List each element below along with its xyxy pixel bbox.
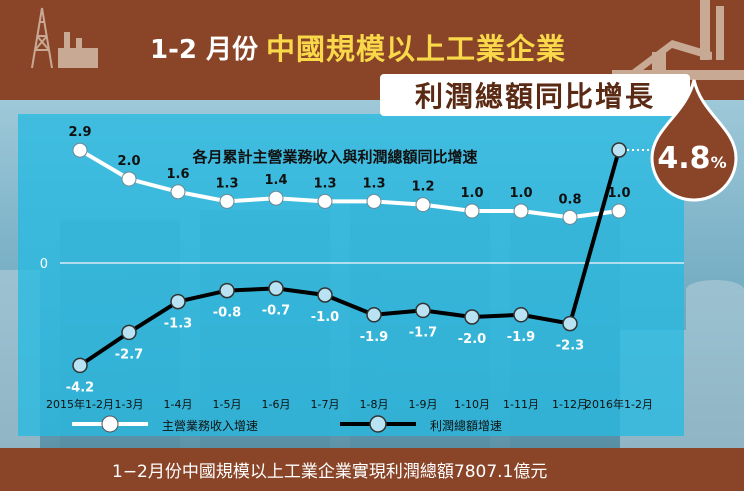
profit-point xyxy=(268,280,284,297)
revenue-data-label: 1.3 xyxy=(215,176,238,191)
profit-point xyxy=(611,142,627,158)
profit-point xyxy=(513,307,529,323)
x-tick-label: 1-8月 xyxy=(360,398,389,411)
highlight-drop: 4.8% xyxy=(650,79,738,202)
revenue-point xyxy=(170,184,186,200)
revenue-point xyxy=(317,193,333,209)
revenue-series: 2.9 2.0 1.6 1.3 1.4 1.3 1.3 1.2 1.0 1.0 0.8 1.0 xyxy=(68,125,631,225)
profit-point xyxy=(72,357,88,374)
revenue-point xyxy=(464,203,480,219)
revenue-data-label: 1.4 xyxy=(264,173,287,188)
x-tick-label: 1-12月 xyxy=(552,398,588,411)
x-tick-label: 1-6月 xyxy=(262,398,291,411)
profit-point xyxy=(219,282,235,299)
x-tick-label: 1-7月 xyxy=(311,398,340,411)
profit-data-label: -2.3 xyxy=(556,339,584,354)
x-tick-label: 1-10月 xyxy=(454,398,490,411)
svg-text:4.8%: 4.8% xyxy=(657,141,726,176)
legend-profit: 利潤總額增速 xyxy=(430,414,502,436)
profit-data-label: -0.7 xyxy=(262,303,290,318)
derrick-icon xyxy=(31,7,98,69)
revenue-data-label: 1.0 xyxy=(460,186,483,201)
profit-data-label: -1.9 xyxy=(507,330,535,345)
x-tick-label: 1-9月 xyxy=(409,398,438,411)
x-tick-label: 2016年1-2月 xyxy=(585,397,653,411)
profit-data-label: -1.3 xyxy=(164,317,192,332)
revenue-point xyxy=(366,193,382,209)
revenue-data-label: 1.0 xyxy=(509,186,532,201)
title-line-2: 利潤總額同比增長 xyxy=(380,74,690,116)
footer-caption: 1−2月份中國規模以上工業企業實現利潤總額7807.1億元 xyxy=(0,448,744,491)
profit-point xyxy=(121,324,137,341)
profit-data-label: -2.7 xyxy=(115,347,143,362)
highlight-value: 4.8 xyxy=(657,141,710,176)
profit-point xyxy=(415,302,431,319)
revenue-point xyxy=(415,197,431,213)
profit-data-label: -1.9 xyxy=(360,330,388,345)
revenue-point xyxy=(562,209,578,225)
revenue-line xyxy=(78,148,620,220)
footer-text: 1−2月份中國規模以上工業企業實現利潤總額7807.1億元 xyxy=(112,462,548,482)
revenue-point xyxy=(611,203,627,219)
revenue-point xyxy=(513,203,529,219)
revenue-data-label: 1.0 xyxy=(607,186,630,201)
x-tick-label: 1-4月 xyxy=(164,398,193,411)
profit-point xyxy=(170,293,186,310)
profit-line xyxy=(78,149,621,368)
legend-profit-label: 利潤總額增速 xyxy=(430,418,503,433)
zero-label: 0 xyxy=(40,257,48,272)
x-tick-label: 1-11月 xyxy=(503,398,539,411)
title-line-1: 1-2 月份 中國規模以上工業企業 xyxy=(150,28,566,66)
profit-point xyxy=(464,309,480,325)
title-prefix: 1-2 月份 xyxy=(150,34,259,65)
title-main: 中國規模以上工業企業 xyxy=(266,32,567,66)
legend-markers xyxy=(72,415,416,433)
revenue-data-label: 2.9 xyxy=(68,125,91,140)
revenue-point xyxy=(219,193,235,209)
profit-data-label: -1.0 xyxy=(311,310,339,325)
revenue-point xyxy=(72,142,88,158)
profit-point xyxy=(562,315,578,332)
x-tick-label: 1-5月 xyxy=(213,398,242,411)
revenue-data-label: 1.3 xyxy=(313,176,336,191)
chart-title: 各月累計主營業務收入與利潤總額同比增速 xyxy=(191,148,477,166)
profit-point xyxy=(317,287,333,303)
profit-series: -4.2 -2.7 -1.3 -0.8 -0.7 -1.0 -1.9 -1.7 -2.0 -1.9… xyxy=(66,142,650,395)
legend-revenue: 主營業務收入增速 xyxy=(162,414,258,436)
profit-data-label: -0.8 xyxy=(213,306,241,321)
revenue-point xyxy=(121,171,137,187)
revenue-data-label: 1.6 xyxy=(166,167,189,182)
profit-point xyxy=(366,307,382,323)
x-tick-label: 1-3月 xyxy=(115,398,144,411)
profit-data-label: -4.2 xyxy=(66,380,94,395)
revenue-data-label: 2.0 xyxy=(117,154,140,169)
x-axis: 2015年1-2月 1-3月 1-4月 1-5月 1-6月 1-7月 1-8月 1-9月 1-1… xyxy=(46,397,653,411)
revenue-data-label: 1.3 xyxy=(362,176,385,191)
revenue-data-label: 1.2 xyxy=(411,180,434,195)
revenue-data-label: 0.8 xyxy=(558,192,581,207)
legend-revenue-label: 主營業務收入增速 xyxy=(162,418,259,433)
x-tick-label: 2015年1-2月 xyxy=(46,397,114,411)
revenue-point xyxy=(268,190,284,206)
profit-data-label: -1.7 xyxy=(409,325,437,340)
profit-data-label: -2.0 xyxy=(458,332,486,347)
highlight-unit: % xyxy=(711,153,727,172)
chart-panel xyxy=(18,114,684,436)
